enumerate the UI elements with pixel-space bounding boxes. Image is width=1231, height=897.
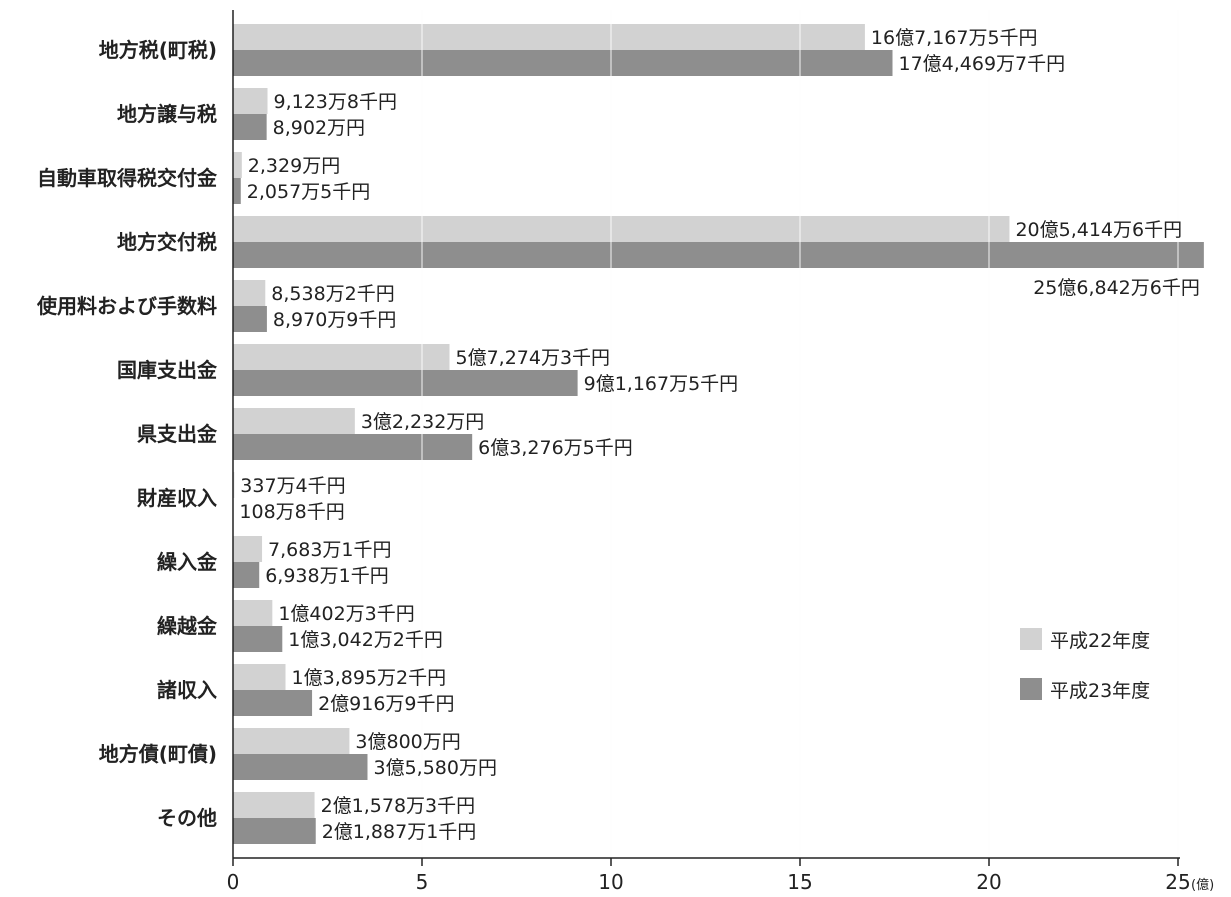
data-label: 9億1,167万5千円 xyxy=(584,373,739,395)
bar xyxy=(233,50,893,76)
data-label: 25億6,842万6千円 xyxy=(1033,277,1200,299)
bar xyxy=(233,600,273,626)
category-label: 地方譲与税 xyxy=(117,102,217,126)
bar xyxy=(233,24,865,50)
bar xyxy=(233,370,578,396)
bar xyxy=(233,434,473,460)
category-label: 繰越金 xyxy=(157,614,218,638)
data-label: 17億4,469万7千円 xyxy=(898,53,1065,75)
data-label: 8,970万9千円 xyxy=(273,309,396,331)
bar xyxy=(233,242,1204,268)
bar xyxy=(233,152,242,178)
data-label: 3億2,232万円 xyxy=(361,411,484,433)
data-label: 3億800万円 xyxy=(355,731,460,753)
category-label: 使用料および手数料 xyxy=(36,294,217,318)
data-label: 8,538万2千円 xyxy=(271,283,394,305)
data-label: 3億5,580万円 xyxy=(373,757,496,779)
bar xyxy=(233,536,263,562)
grid-lines-over-bars xyxy=(421,10,1179,858)
legend-label-h23: 平成23年度 xyxy=(1050,680,1150,702)
category-label: 財産収入 xyxy=(137,486,217,510)
data-label: 16億7,167万5千円 xyxy=(871,27,1038,49)
bar xyxy=(233,626,283,652)
data-label: 6億3,276万5千円 xyxy=(478,437,633,459)
data-label: 8,902万円 xyxy=(273,117,365,139)
x-tick-label: 25 xyxy=(1165,870,1190,894)
data-label: 6,938万1千円 xyxy=(265,565,388,587)
x-tick-label: 0 xyxy=(227,870,240,894)
bar xyxy=(233,792,315,818)
bar xyxy=(233,344,450,370)
data-label: 2,057万5千円 xyxy=(247,181,370,203)
legend: 平成22年度 平成23年度 xyxy=(1020,628,1150,702)
bar xyxy=(233,664,286,690)
bar xyxy=(233,178,241,204)
data-label: 1億3,895万2千円 xyxy=(292,667,447,689)
bar xyxy=(233,114,267,140)
legend-label-h22: 平成22年度 xyxy=(1050,630,1150,652)
data-label: 9,123万8千円 xyxy=(273,91,396,113)
x-tick-label: 10 xyxy=(598,870,623,894)
category-label: 県支出金 xyxy=(137,422,218,446)
bar xyxy=(233,88,268,114)
bar xyxy=(233,690,313,716)
category-label: その他 xyxy=(157,806,217,830)
bars xyxy=(233,24,1204,844)
data-label: 2,329万円 xyxy=(248,155,340,177)
x-tick-label: 20 xyxy=(976,870,1001,894)
data-label: 1億402万3千円 xyxy=(278,603,414,625)
bar xyxy=(233,562,260,588)
category-label: 繰入金 xyxy=(157,550,218,574)
data-label: 5億7,274万3千円 xyxy=(455,347,610,369)
category-label: 地方税(町税) xyxy=(99,38,217,62)
legend-swatch-h22 xyxy=(1020,628,1042,650)
data-label: 337万4千円 xyxy=(240,475,345,497)
data-label: 2億1,578万3千円 xyxy=(321,795,476,817)
data-label: 2億916万9千円 xyxy=(318,693,454,715)
x-unit-label: (億) xyxy=(1191,877,1214,893)
category-label: 国庫支出金 xyxy=(117,358,218,382)
axes xyxy=(232,10,1180,866)
bar xyxy=(233,216,1010,242)
x-tick-label: 5 xyxy=(416,870,429,894)
data-label: 1億3,042万2千円 xyxy=(288,629,443,651)
category-label: 地方交付税 xyxy=(117,230,217,254)
x-tick-label: 15 xyxy=(787,870,812,894)
bar xyxy=(233,280,266,306)
legend-swatch-h23 xyxy=(1020,678,1042,700)
data-label: 108万8千円 xyxy=(239,501,344,523)
category-label: 地方債(町債) xyxy=(99,742,217,766)
data-label: 2億1,887万1千円 xyxy=(322,821,477,843)
bar xyxy=(233,728,350,754)
category-label: 諸収入 xyxy=(157,678,217,702)
bar xyxy=(233,754,368,780)
bar xyxy=(233,408,355,434)
bar xyxy=(233,818,316,844)
data-label: 7,683万1千円 xyxy=(268,539,391,561)
category-label: 自動車取得税交付金 xyxy=(37,166,218,190)
data-label: 20億5,414万6千円 xyxy=(1015,219,1182,241)
bar xyxy=(233,306,267,332)
